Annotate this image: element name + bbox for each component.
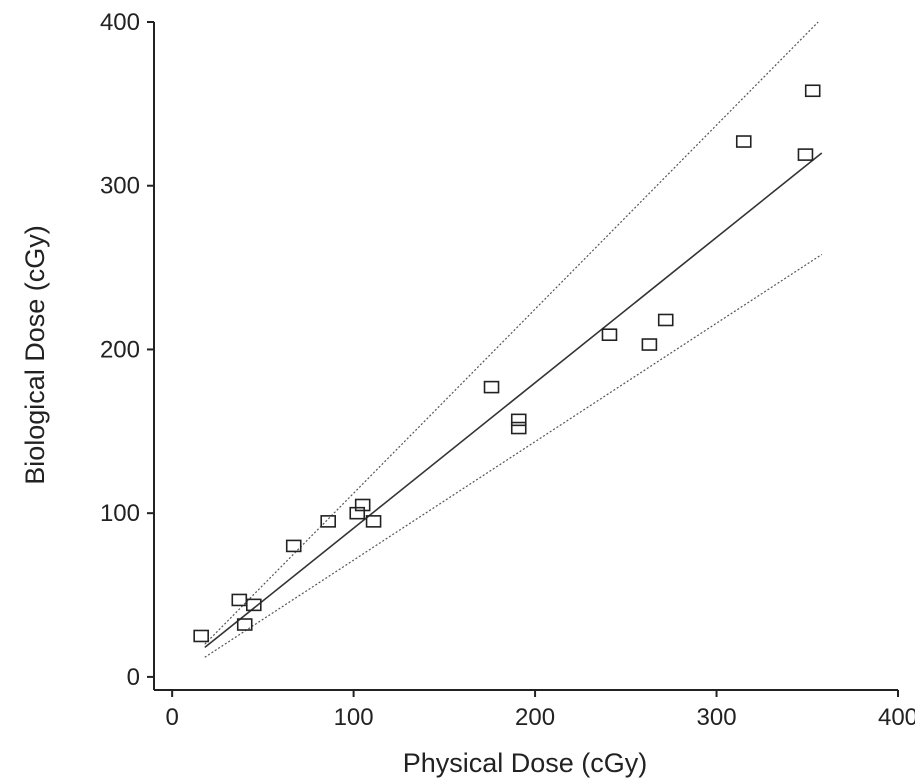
data-point bbox=[483, 380, 500, 394]
data-point bbox=[641, 338, 658, 351]
data-point bbox=[797, 148, 814, 161]
data-point bbox=[354, 498, 371, 512]
x-tick-label: 400 bbox=[878, 704, 915, 731]
y-axis-label: Biological Dose (cGy) bbox=[20, 225, 50, 485]
y-axis-ticks: 0 100 200 300 400 bbox=[100, 9, 154, 691]
data-point bbox=[246, 598, 262, 612]
plot-frame bbox=[153, 22, 898, 691]
fit-lines bbox=[204, 21, 823, 658]
data-point bbox=[804, 84, 821, 98]
data-point bbox=[510, 421, 527, 435]
data-point bbox=[349, 506, 366, 520]
confidence-bound-line bbox=[204, 253, 823, 658]
x-tick-label: 200 bbox=[515, 704, 555, 731]
confidence-bound-line bbox=[204, 21, 819, 645]
y-tick-label: 100 bbox=[100, 500, 140, 527]
regression-line bbox=[204, 152, 823, 649]
y-tick-label: 200 bbox=[100, 336, 140, 363]
x-axis-ticks: 0 100 200 300 400 bbox=[165, 690, 915, 731]
y-tick-label: 300 bbox=[100, 173, 140, 200]
data-point bbox=[657, 313, 674, 327]
x-tick-label: 0 bbox=[165, 704, 178, 731]
data-point bbox=[285, 539, 302, 553]
data-point bbox=[365, 515, 382, 528]
data-point bbox=[236, 618, 253, 631]
data-point bbox=[735, 135, 752, 148]
y-tick-label: 400 bbox=[100, 9, 140, 36]
data-point bbox=[193, 629, 209, 643]
data-point bbox=[320, 515, 337, 528]
data-point bbox=[601, 328, 618, 342]
x-tick-label: 300 bbox=[697, 704, 737, 731]
data-point bbox=[510, 413, 527, 427]
x-tick-label: 100 bbox=[334, 704, 374, 731]
x-axis-label: Physical Dose (cGy) bbox=[403, 748, 648, 778]
y-tick-label: 0 bbox=[127, 664, 140, 691]
data-points bbox=[193, 84, 821, 643]
